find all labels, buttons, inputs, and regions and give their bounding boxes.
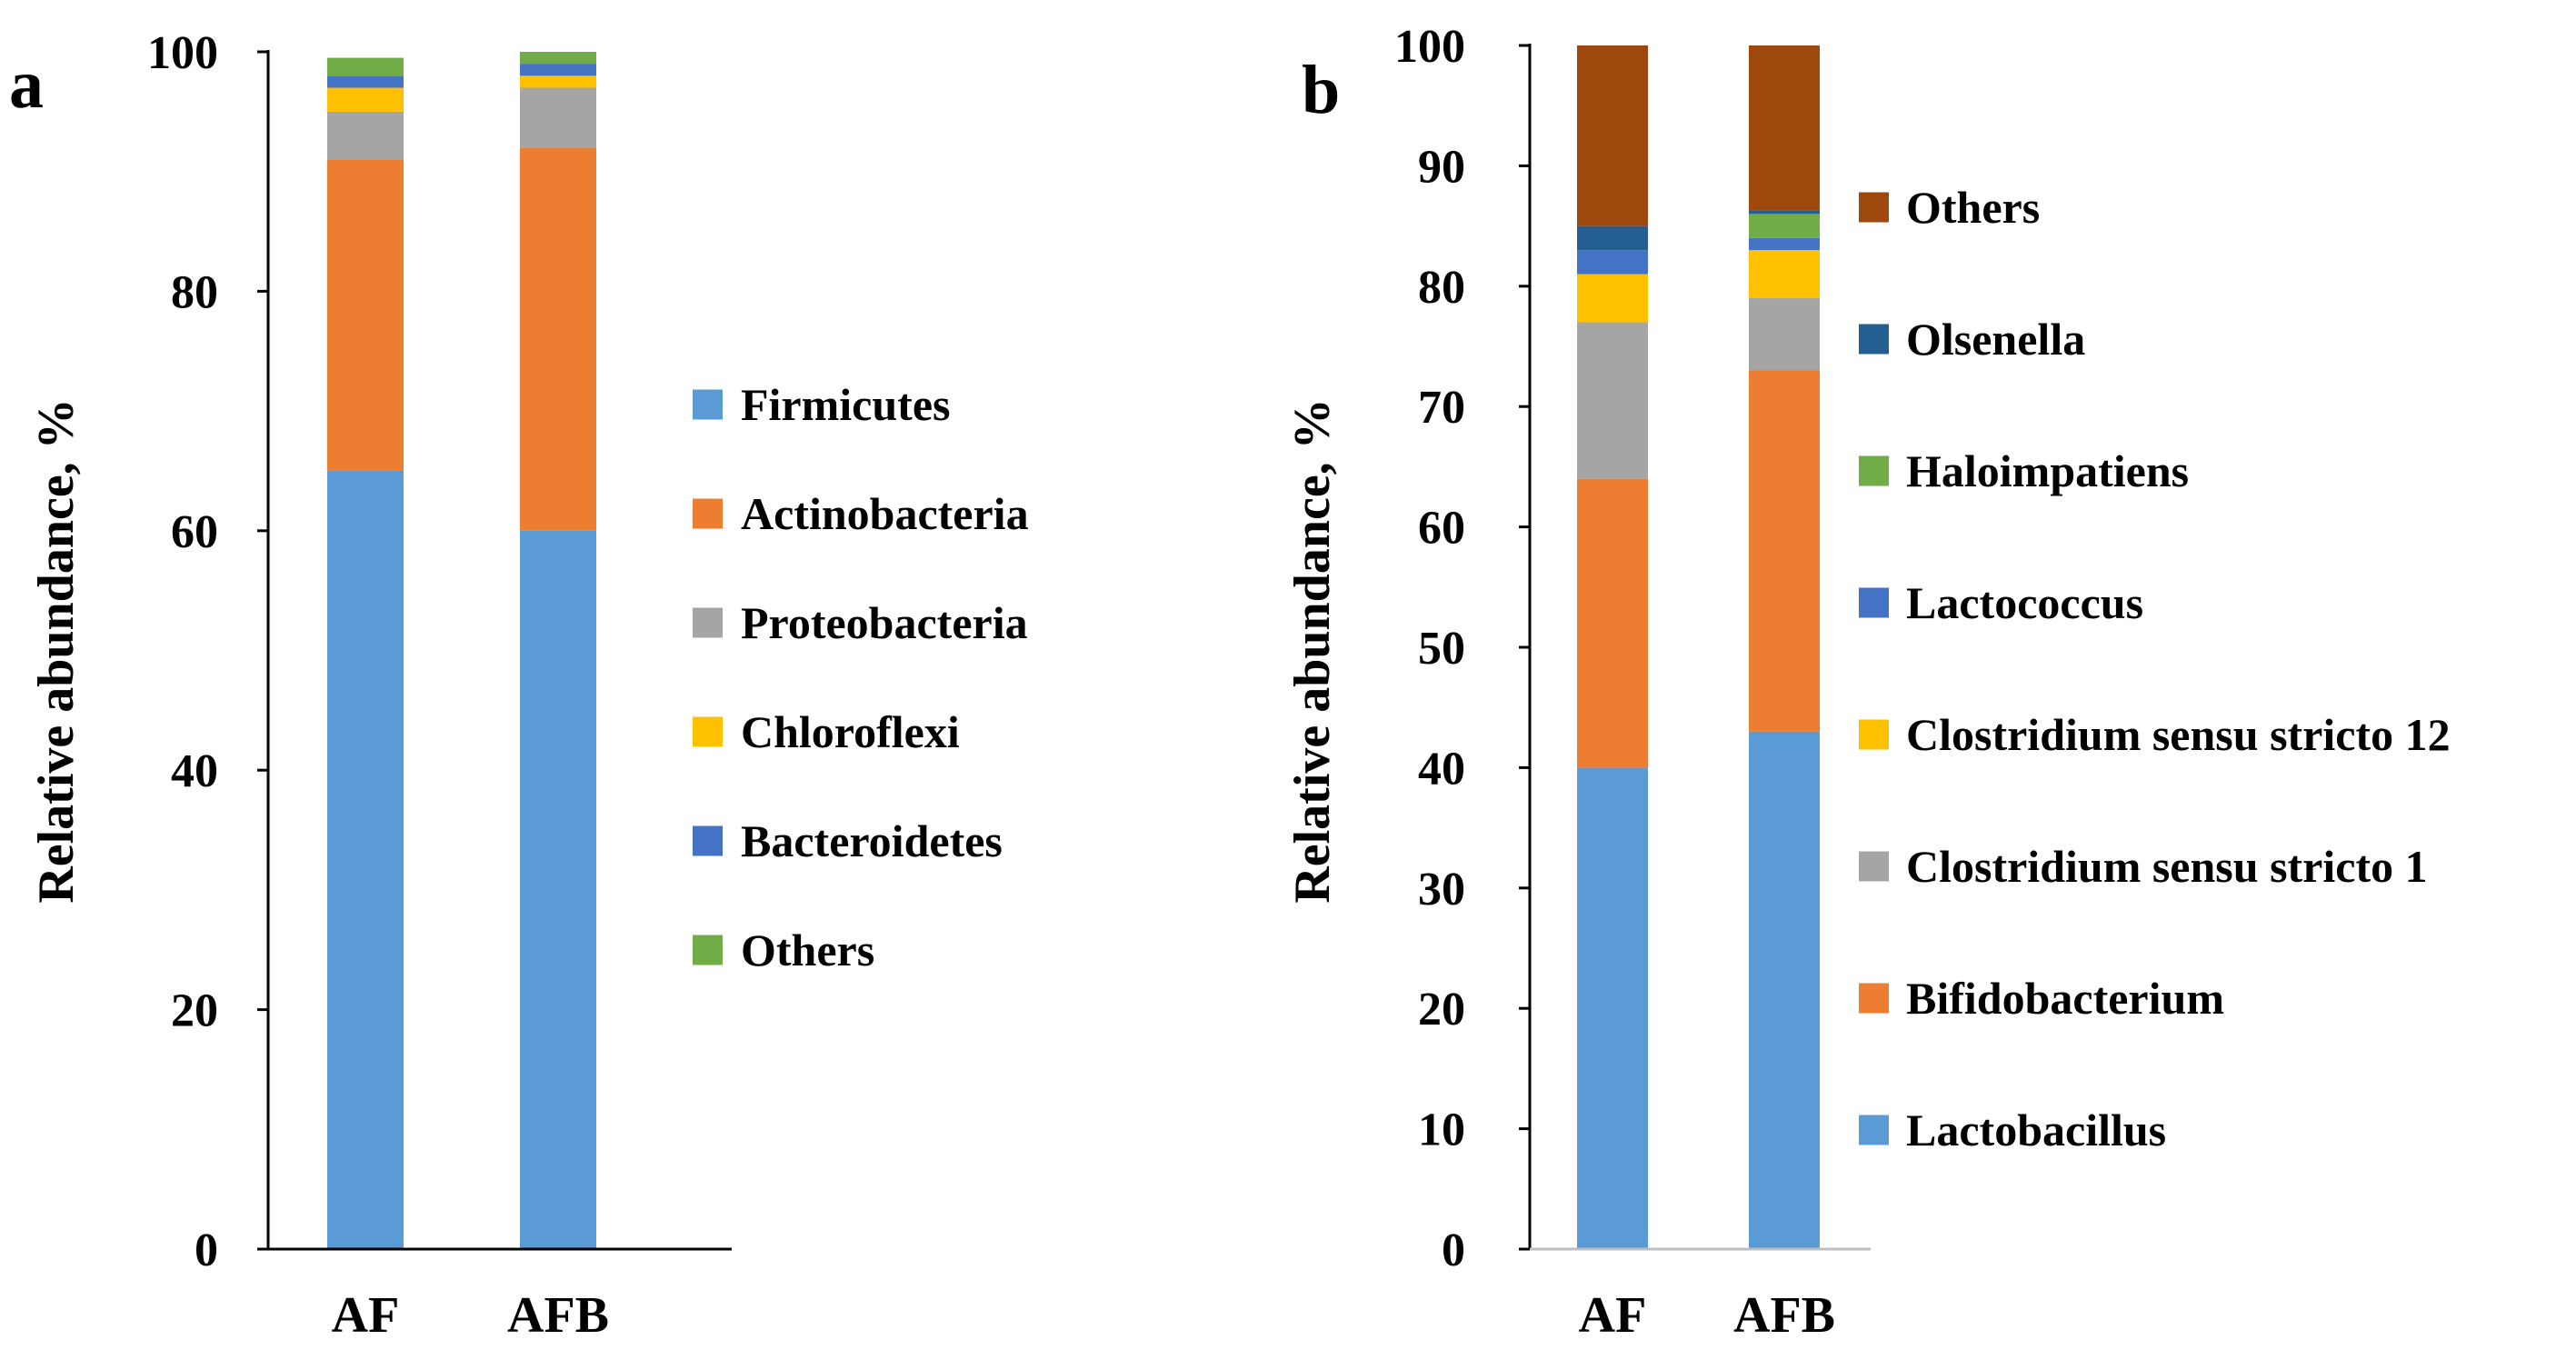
legend-swatch [693,389,723,420]
y-tick-label: 0 [195,1225,218,1276]
bar-segment-af-others [1577,45,1648,226]
legend-swatch [1859,983,1889,1014]
legend-item: Proteobacteria [693,597,1028,648]
legend-label: Actinobacteria [741,488,1029,539]
legend-label: Clostridium sensu stricto 12 [1906,709,2451,760]
bar-segment-af-proteobacteria [327,111,404,160]
y-tick-label: 90 [1418,141,1465,193]
bar-segment-af-bacteroidetes [327,75,404,88]
bar-segment-af-others [327,57,404,76]
y-tick-label: 60 [171,506,218,558]
bar-segment-afb-actinobacteria [520,147,596,531]
bar-segment-afb-clostridium-sensu-stricto-1 [1749,298,1820,371]
legend-item: Actinobacteria [693,488,1029,539]
y-tick-label: 100 [147,27,218,79]
legend-item: Lactococcus [1859,577,2143,628]
legend-item: Others [693,925,874,975]
bar-segment-afb-chloroflexi [520,75,596,88]
y-tick-label: 60 [1418,503,1465,555]
legend-label: Others [1906,182,2040,233]
legend-swatch [1859,851,1889,882]
bar-segment-af-actinobacteria [327,159,404,471]
legend: Others Olsenella Haloimpatiens Lactococcus C… [1859,182,2451,1155]
legend-item: Clostridium sensu stricto 1 [1859,841,2428,892]
legend-swatch [693,825,723,856]
legend-item: Lactobacillus [1859,1105,2166,1155]
bar-segment-af-olsenella [1577,225,1648,251]
bar-segment-afb-others [1749,45,1820,211]
x-category-label: AF [332,1287,400,1344]
y-tick-label: 20 [171,985,218,1037]
y-tick-label: 20 [1418,984,1465,1035]
bar-segment-afb-proteobacteria [520,87,596,148]
legend-item: Chloroflexi [693,706,960,757]
x-category-label: AFB [507,1287,609,1344]
legend-label: Lactococcus [1906,577,2143,628]
x-category-label: AF [1579,1287,1647,1344]
legend-item: Bacteroidetes [693,815,1003,866]
legend-label: Proteobacteria [741,597,1028,648]
legend-label: Chloroflexi [741,706,960,757]
bar-segment-af-chloroflexi [327,87,404,112]
legend-item: Olsenella [1859,314,2085,365]
bar-segment-afb-bacteroidetes [520,64,596,76]
bar-segment-afb-lactococcus [1749,237,1820,251]
bar-segment-af-lactococcus [1577,250,1648,275]
legend-item: Firmicutes [693,379,950,430]
y-tick-label: 50 [1418,623,1465,675]
bar-segment-afb-lactobacillus [1749,731,1820,1249]
y-axis-title: Relative abundance, % [1284,398,1341,903]
legend-swatch [1859,1115,1889,1145]
bar-segment-afb-firmicutes [520,530,596,1249]
chart-panel-a: a 0 20 40 60 80 100 AF AFB Relative abundance, % F… [9,27,1029,1344]
legend-swatch [693,498,723,529]
bar-segment-afb-olsenella [1749,210,1820,215]
bar-segment-af-firmicutes [327,470,404,1249]
bar-segment-af-clostridium-sensu-stricto-12 [1577,274,1648,323]
y-tick-label: 40 [1418,743,1465,795]
legend-item: Haloimpatiens [1859,445,2189,496]
y-tick-label: 100 [1394,21,1465,73]
legend-item: Others [1859,182,2040,233]
legend-swatch [1859,719,1889,750]
y-tick-label: 40 [171,745,218,797]
legend-swatch [693,935,723,965]
bar-segment-af-lactobacillus [1577,767,1648,1249]
bar-segment-af-clostridium-sensu-stricto-1 [1577,322,1648,479]
legend-label: Olsenella [1906,314,2085,365]
legend-label: Haloimpatiens [1906,445,2189,496]
legend: Firmicutes Actinobacteria Proteobacteria Ch… [693,379,1029,975]
legend-label: Others [741,925,874,975]
legend-swatch [1859,587,1889,618]
legend-label: Bifidobacterium [1906,973,2224,1024]
legend-label: Clostridium sensu stricto 1 [1906,841,2428,892]
legend-swatch [1859,455,1889,486]
bar-segment-af-bifidobacterium [1577,478,1648,768]
legend-label: Lactobacillus [1906,1105,2166,1155]
y-tick-label: 70 [1418,382,1465,434]
legend-swatch [1859,324,1889,355]
y-tick-label: 30 [1418,864,1465,915]
bar-segment-afb-others [520,52,596,65]
chart-panel-b: b 0 10 20 30 40 50 60 70 80 90 100 AF AFB Relative abu… [1284,21,2451,1344]
legend-label: Bacteroidetes [741,815,1003,866]
y-axis-title: Relative abundance, % [28,398,85,903]
bar-segment-afb-clostridium-sensu-stricto-12 [1749,250,1820,299]
panel-letter: a [9,46,44,123]
x-category-label: AFB [1733,1287,1835,1344]
bar-segment-afb-haloimpatiens [1749,214,1820,238]
legend-item: Clostridium sensu stricto 12 [1859,709,2451,760]
y-tick-label: 80 [1418,262,1465,314]
y-tick-label: 10 [1418,1105,1465,1156]
legend-swatch [693,716,723,747]
bar-segment-afb-bifidobacterium [1749,370,1820,732]
legend-item: Bifidobacterium [1859,973,2224,1024]
y-tick-label: 0 [1442,1225,1465,1276]
legend-swatch [1859,192,1889,223]
panel-letter: b [1302,52,1340,128]
legend-label: Firmicutes [741,379,950,430]
y-tick-label: 80 [171,266,218,318]
legend-swatch [693,607,723,638]
